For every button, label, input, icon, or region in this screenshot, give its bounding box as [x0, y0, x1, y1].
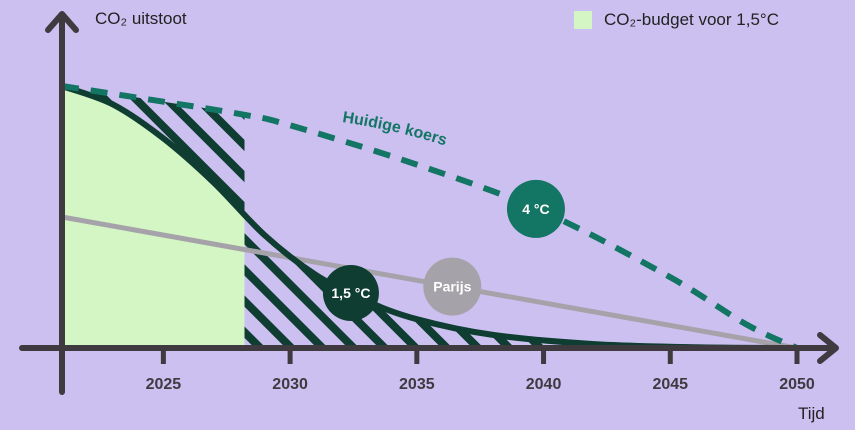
y-axis-arrow: [45, 11, 79, 33]
legend-swatch: [574, 11, 592, 29]
marker-parijs: Parijs: [423, 257, 482, 316]
y-axis-label: CO₂ uitstoot: [95, 9, 187, 28]
x-tick-label: 2045: [652, 376, 688, 393]
x-tick-label: 2040: [526, 376, 562, 393]
legend: CO₂-budget voor 1,5°C: [574, 10, 779, 30]
svg-text:4 °C: 4 °C: [522, 201, 549, 217]
legend-label: CO₂-budget voor 1,5°C: [604, 10, 779, 29]
x-axis-arrow: [817, 332, 839, 364]
x-axis-label: Tijd: [798, 404, 825, 423]
co2-budget-area: [62, 86, 245, 348]
x-tick-label: 2050: [779, 376, 815, 393]
hatch-upper: [62, 86, 245, 215]
marker-1-5-c: 1,5 °C: [322, 264, 379, 321]
x-tick-label: 2035: [399, 376, 435, 393]
series-huidige-koers-line: [61, 83, 799, 351]
marker-4-c: 4 °C: [506, 179, 565, 238]
x-tick-label: 2030: [272, 376, 308, 393]
svg-text:1,5 °C: 1,5 °C: [331, 285, 370, 301]
x-tick-label: 2025: [146, 376, 182, 393]
axes: [19, 11, 839, 395]
svg-text:Parijs: Parijs: [433, 279, 471, 295]
